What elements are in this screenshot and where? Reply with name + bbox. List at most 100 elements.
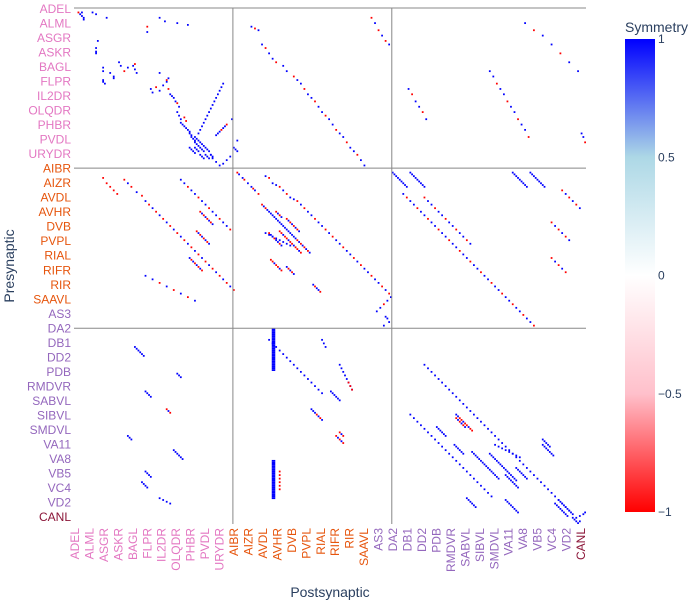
heatmap-cell	[236, 139, 239, 142]
heatmap-cell	[524, 184, 526, 186]
heatmap-cell	[194, 146, 196, 149]
heatmap-cell	[273, 483, 276, 485]
heatmap-cell	[169, 502, 172, 505]
heatmap-cell	[271, 467, 274, 469]
heatmap-cell	[296, 239, 299, 242]
heatmap-cell	[533, 324, 535, 327]
heatmap-cell	[273, 495, 276, 498]
heatmap-cell	[278, 185, 281, 188]
heatmap-cell	[437, 427, 440, 430]
heatmap-cell	[540, 182, 542, 185]
heatmap-cell	[425, 118, 428, 121]
heatmap-cell	[215, 96, 218, 99]
heatmap-cell	[434, 225, 436, 227]
heatmap-cell	[513, 507, 516, 510]
y-tick-label: SMDVL	[30, 423, 72, 437]
heatmap-cell	[441, 232, 443, 234]
heatmap-cell	[165, 79, 168, 81]
heatmap-cell	[167, 88, 170, 90]
x-tick-label: SIBVL	[473, 528, 487, 562]
heatmap-cell	[338, 242, 341, 245]
y-tick-label: DD2	[47, 350, 71, 364]
x-tick-label: AIBR	[227, 528, 241, 556]
heatmap-cell	[554, 225, 556, 227]
heatmap-cell	[215, 161, 218, 163]
heatmap-cell	[236, 171, 239, 174]
heatmap-cell	[271, 495, 274, 498]
heatmap-cell	[430, 435, 433, 437]
heatmap-cell	[204, 260, 207, 263]
heatmap-cell	[416, 207, 419, 210]
heatmap-cell	[273, 463, 276, 466]
heatmap-cell	[412, 175, 415, 178]
heatmap-cell	[296, 200, 299, 202]
heatmap-cell	[405, 185, 408, 188]
plot-background	[74, 8, 586, 524]
heatmap-cell	[564, 506, 567, 508]
heatmap-cell	[194, 152, 196, 154]
heatmap-cell	[524, 128, 526, 131]
heatmap-cell	[488, 452, 491, 455]
heatmap-cell	[578, 515, 581, 517]
heatmap-cell	[179, 456, 182, 459]
heatmap-cell	[162, 217, 165, 220]
heatmap-cell	[179, 376, 182, 379]
heatmap-cell	[525, 467, 528, 469]
heatmap-cell	[144, 484, 147, 487]
y-tick-label: RMDVR	[27, 379, 71, 393]
heatmap-cell	[490, 454, 493, 457]
heatmap-cell	[412, 203, 415, 206]
heatmap-cell	[363, 164, 366, 167]
x-tick-label: PDB	[429, 528, 443, 553]
heatmap-cell	[335, 239, 338, 242]
heatmap-cell	[448, 239, 451, 242]
heatmap-cell	[335, 435, 338, 437]
heatmap-cell	[123, 70, 126, 73]
heatmap-cell	[557, 506, 560, 508]
heatmap-cell	[199, 233, 202, 236]
heatmap-cell	[102, 177, 105, 179]
heatmap-cell	[444, 217, 447, 220]
heatmap-cell	[492, 75, 495, 78]
heatmap-cell	[273, 477, 276, 480]
heatmap-cell	[206, 155, 209, 158]
heatmap-cell	[141, 194, 143, 197]
heatmap-cell	[545, 442, 548, 444]
heatmap-cell	[296, 79, 299, 81]
x-tick-label: PVDL	[198, 528, 212, 560]
heatmap-cell	[271, 369, 274, 371]
heatmap-cell	[458, 417, 461, 420]
heatmap-cell	[215, 134, 218, 137]
heatmap-cell	[211, 267, 214, 270]
heatmap-cell	[104, 82, 106, 85]
heatmap-cell	[441, 431, 443, 434]
heatmap-cell	[497, 445, 500, 448]
heatmap-cell	[571, 516, 574, 519]
heatmap-cell	[430, 203, 433, 206]
heatmap-cell	[555, 504, 558, 507]
heatmap-cell	[307, 378, 309, 380]
heatmap-cell	[527, 136, 530, 138]
heatmap-cell	[204, 153, 207, 156]
heatmap-cell	[474, 506, 477, 508]
heatmap-cell	[271, 468, 274, 471]
heatmap-cell	[197, 266, 200, 268]
heatmap-cell	[162, 499, 165, 501]
heatmap-cell	[271, 342, 274, 345]
heatmap-cell	[208, 150, 210, 153]
y-tick-label: VA11	[43, 437, 71, 451]
heatmap-cell	[151, 207, 154, 210]
heatmap-cell	[254, 27, 256, 30]
heatmap-cell	[209, 153, 212, 156]
heatmap-cell	[285, 242, 288, 245]
heatmap-cell	[287, 230, 290, 233]
heatmap-cell	[195, 148, 198, 151]
x-tick-label: ADEL	[68, 528, 82, 560]
heatmap-cell	[458, 249, 461, 252]
heatmap-cell	[483, 488, 486, 491]
heatmap-cell	[112, 189, 115, 192]
heatmap-cell	[199, 153, 202, 156]
heatmap-cell	[271, 182, 274, 185]
heatmap-cell	[515, 175, 518, 178]
heatmap-cell	[531, 173, 534, 176]
